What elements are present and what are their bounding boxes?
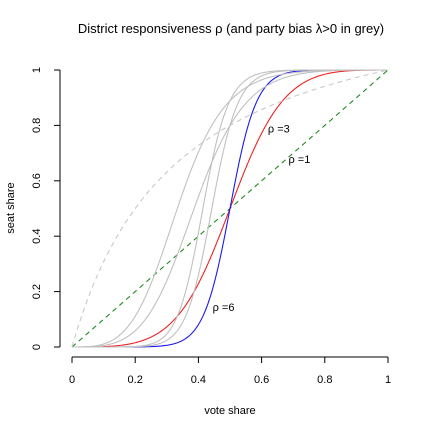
x-tick-label: 0.8 (317, 374, 332, 386)
y-tick-label: 0 (31, 344, 43, 350)
y-tick-label: 0.2 (31, 284, 43, 299)
x-tick-label: 0 (69, 374, 75, 386)
chart-title: District responsiveness ρ (and party bia… (78, 21, 384, 36)
series-line-7 (72, 69, 388, 348)
axes-layer: 0 0.2 0.4 0.6 0.8 1 0 0.2 0.4 0.6 0.8 1 (31, 67, 391, 386)
x-tick-label: 0.2 (128, 374, 143, 386)
x-tick-label: 1 (385, 374, 391, 386)
x-tick-label: 0.4 (191, 374, 206, 386)
series-annotation: ρ =6 (213, 302, 235, 314)
series-annotation: ρ =1 (288, 154, 310, 166)
x-tick-label: 0.6 (254, 374, 269, 386)
series-layer (71, 69, 389, 348)
series-annotation: ρ =3 (268, 123, 290, 135)
y-axis-title: seat share (5, 182, 17, 233)
y-tick-label: 1 (31, 67, 43, 73)
annotation-layer: ρ =3 ρ =1 ρ =6 (213, 123, 311, 314)
x-axis-title: vote share (204, 405, 255, 417)
y-tick-label: 0.8 (31, 118, 43, 133)
y-tick-label: 0.6 (31, 173, 43, 188)
y-tick-label: 0.4 (31, 229, 43, 244)
